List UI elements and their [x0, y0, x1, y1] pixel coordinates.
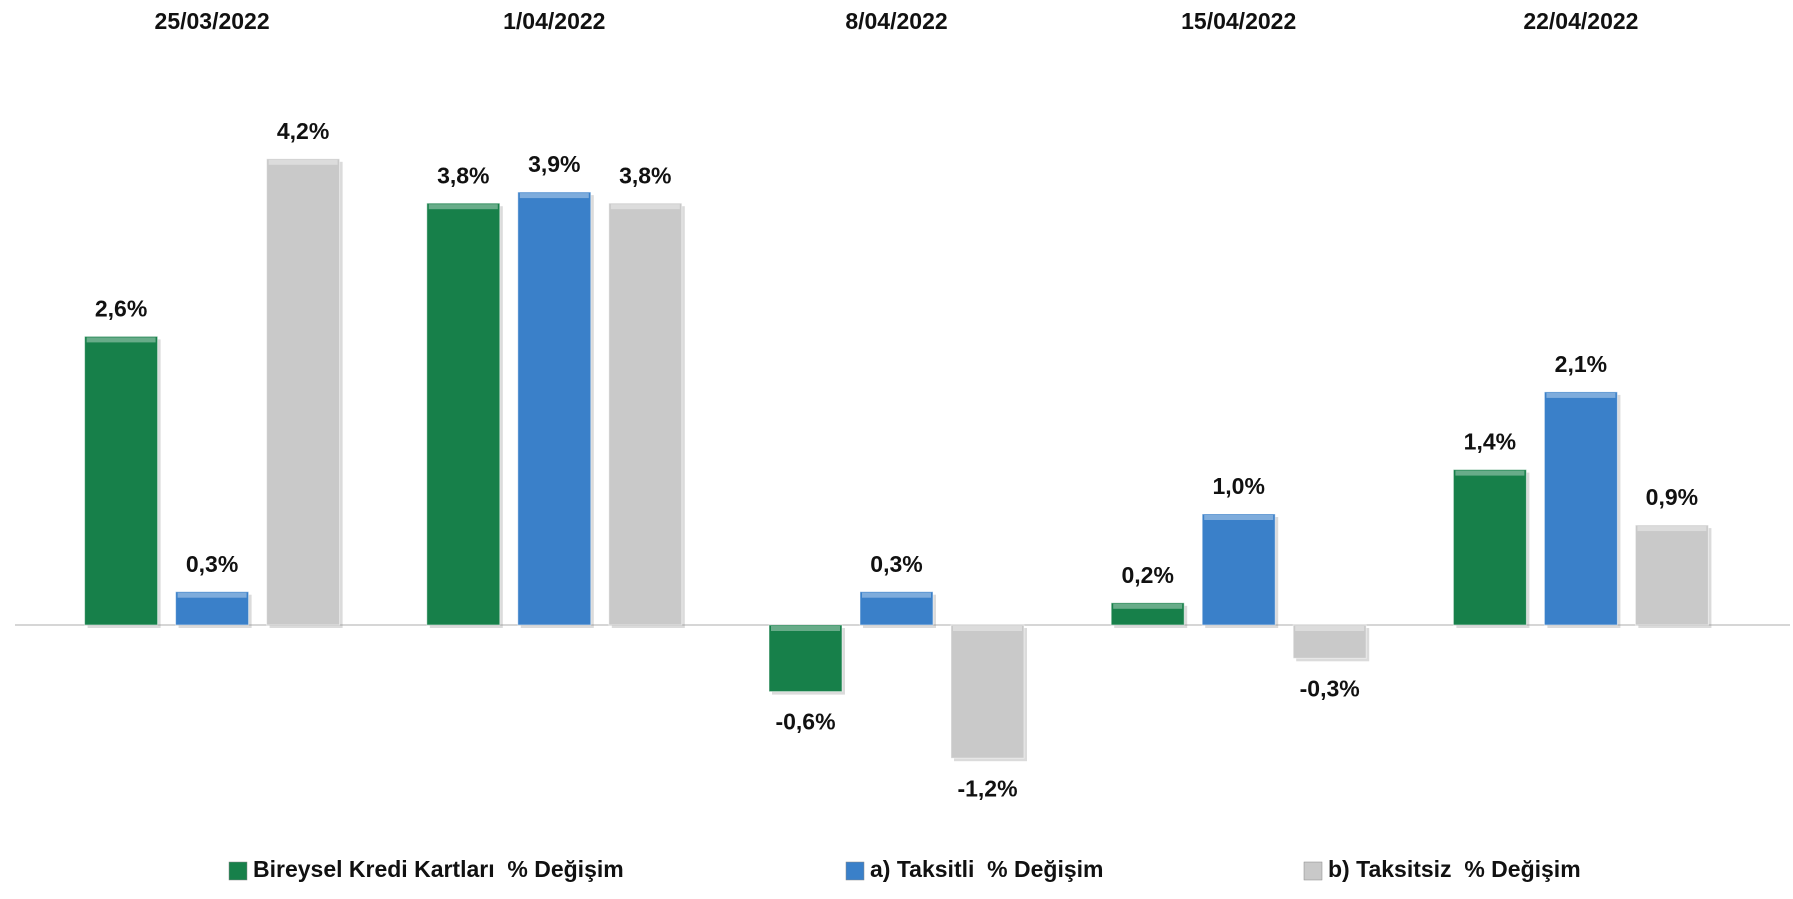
bar [1201, 513, 1276, 626]
bar-highlight [86, 337, 156, 343]
data-label: -1,2% [957, 775, 1017, 801]
bar-highlight [862, 592, 931, 598]
bar-highlight [519, 193, 589, 199]
data-label: -0,6% [775, 709, 835, 735]
bar [950, 624, 1025, 759]
bar-highlight [1204, 515, 1274, 520]
data-label: 1,0% [1212, 473, 1264, 499]
bar-highlight [428, 204, 498, 210]
bar [84, 335, 159, 626]
category-label: 22/04/2022 [1523, 8, 1638, 34]
bar-highlight [177, 592, 247, 598]
bar [859, 591, 934, 626]
bar-highlight [953, 626, 1022, 631]
bar-highlight [610, 204, 680, 210]
bar-highlight [1546, 392, 1616, 398]
data-label: 0,3% [870, 551, 922, 577]
data-label: -0,3% [1300, 675, 1360, 701]
bar [1110, 602, 1185, 626]
category-label: 15/04/2022 [1181, 8, 1296, 34]
data-label: 2,1% [1555, 351, 1607, 377]
legend-label: b) Taksitsiz % Değişim [1328, 856, 1581, 882]
bar [517, 191, 592, 626]
bar-highlight [1455, 470, 1525, 476]
legend-label: a) Taksitli % Değişim [870, 856, 1103, 882]
legend-swatch [1303, 861, 1323, 881]
category-label: 1/04/2022 [503, 8, 605, 34]
data-label: 0,2% [1121, 562, 1173, 588]
bar [1634, 524, 1709, 626]
bar [768, 624, 843, 693]
bar-highlight [1295, 626, 1365, 631]
data-label: 3,8% [619, 162, 671, 188]
data-label: 3,8% [437, 162, 489, 188]
bar [608, 202, 683, 626]
bar [1452, 469, 1527, 626]
bar [426, 202, 501, 626]
bar-highlight [268, 159, 338, 165]
data-label: 4,2% [277, 118, 329, 144]
bar [1543, 391, 1618, 626]
bar-highlight [771, 626, 840, 631]
bar [266, 158, 341, 626]
data-label: 3,9% [528, 151, 580, 177]
bar [1292, 624, 1367, 659]
bar [175, 591, 250, 626]
bar-highlight [1637, 526, 1707, 532]
bar-highlight [1113, 603, 1183, 609]
legend-label: Bireysel Kredi Kartları % Değişim [253, 856, 624, 882]
data-label: 0,3% [186, 551, 238, 577]
category-label: 8/04/2022 [845, 8, 947, 34]
legend-swatch [845, 861, 865, 881]
data-label: 2,6% [95, 295, 147, 321]
category-label: 25/03/2022 [155, 8, 270, 34]
data-label: 0,9% [1646, 484, 1698, 510]
legend-swatch [228, 861, 248, 881]
data-label: 1,4% [1464, 429, 1516, 455]
